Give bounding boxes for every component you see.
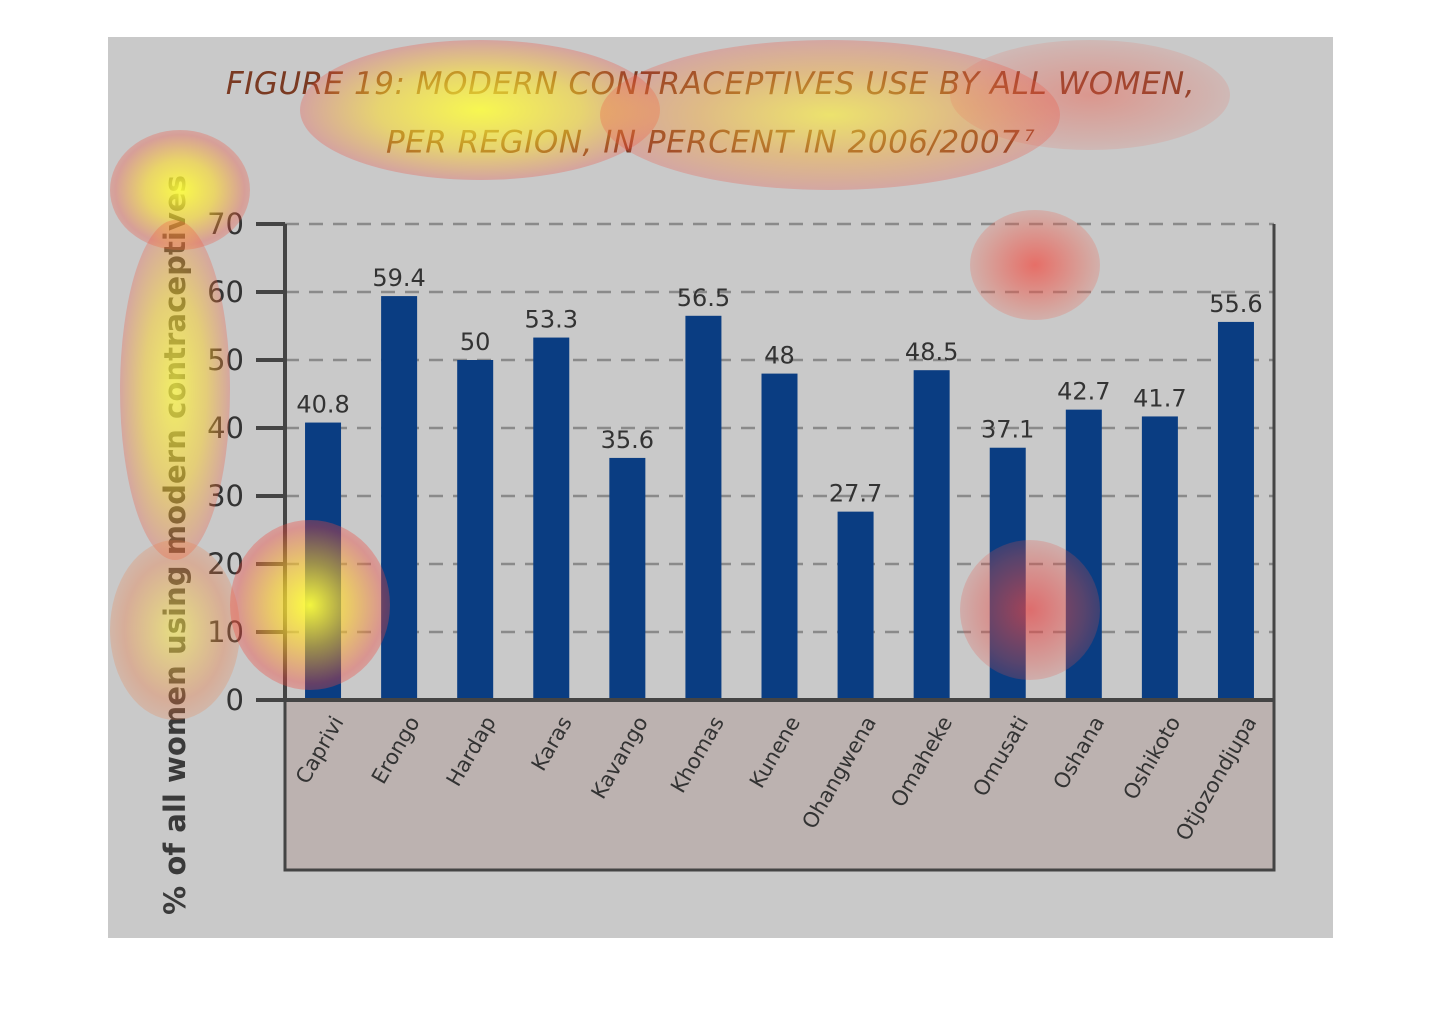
value-label: 48 [764,342,795,370]
value-label: 55.6 [1209,290,1262,318]
value-label: 56.5 [677,284,730,312]
y-axis-label: % of all women using modern contraceptiv… [158,175,192,915]
value-label: 40.8 [296,391,349,419]
value-label: 37.1 [981,416,1034,444]
y-tick-label: 0 [226,683,244,717]
bar [305,422,342,700]
y-axis: 0 10 20 30 40 50 60 70 [207,207,1274,717]
y-tick-label: 20 [207,547,244,581]
value-label: 53.3 [525,306,578,334]
bar [1217,321,1254,700]
bar [1141,416,1178,700]
y-tick-label: 60 [207,275,244,309]
bar [533,337,570,700]
value-label: 35.6 [601,426,654,454]
y-tick-label: 50 [207,343,244,377]
bar [913,370,950,700]
bar [761,373,798,700]
gridlines [285,222,1276,700]
bar [381,296,418,700]
bar [989,447,1026,700]
y-tick-label: 70 [207,207,244,241]
y-tick-label: 30 [207,479,244,513]
value-label: 42.7 [1057,378,1110,406]
y-tick-label: 40 [207,411,244,445]
bar [457,360,494,700]
category-band [283,698,1276,872]
value-label: 50 [460,328,491,356]
value-label: 59.4 [372,264,425,292]
value-label: 41.7 [1133,384,1186,412]
bar [837,511,874,700]
bar [1065,409,1102,700]
y-tick-label: 10 [207,615,244,649]
bar [685,315,722,700]
bar [609,457,646,700]
value-labels: 40.8 59.4 50 53.3 35.6 56.5 48 27.7 48.5 37.1 42.7… [296,264,1262,508]
value-label: 48.5 [905,338,958,366]
value-label: 27.7 [829,480,882,508]
